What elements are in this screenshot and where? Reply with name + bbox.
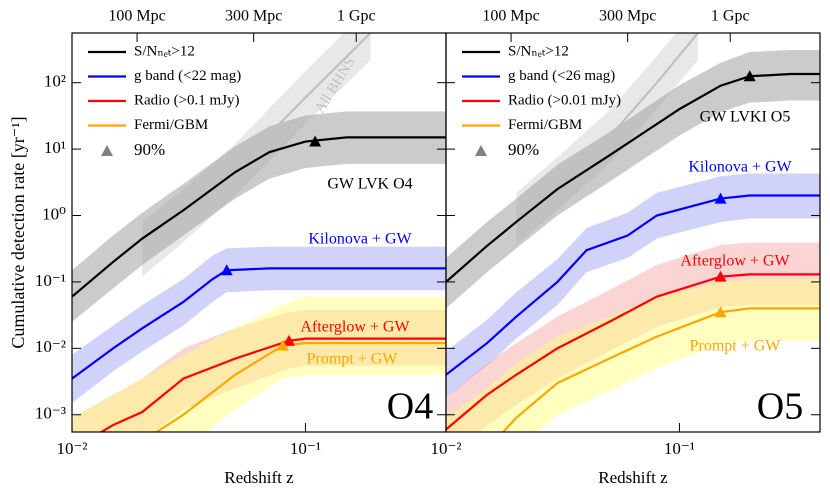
legend-label: Radio (>0.01 mJy): [508, 92, 621, 108]
panel: 10⁻² 10⁻¹ 100 Mpc 300 Mpc 1 Gpc Redshift z S/N…: [430, 8, 821, 487]
annotation: GW LVKI O5: [700, 109, 791, 126]
threshold-marker: [276, 339, 289, 351]
line: [446, 194, 820, 376]
annotation: O5: [757, 386, 803, 428]
legend-label: g band (<26 mag): [508, 68, 615, 84]
legend-label: Radio (>0.1 mJy): [134, 92, 240, 108]
annotation: Afterglow + GW: [680, 253, 790, 270]
line: [446, 72, 820, 283]
x2-tick-label: 1 Gpc: [711, 8, 750, 25]
threshold-marker: [714, 192, 727, 204]
x-tick-label: 10⁻¹: [290, 439, 321, 458]
legend-marker: [101, 145, 113, 156]
annotation: Kilonova + GW: [308, 231, 412, 248]
x-tick-label: 10⁻¹: [664, 439, 695, 458]
legend-label: 90%: [134, 140, 165, 159]
y-tick-label: 10⁻¹: [35, 271, 66, 290]
annotation: O4: [387, 386, 433, 428]
band: [72, 296, 446, 432]
legend-label: g band (<22 mag): [134, 68, 241, 84]
axes-frame: [445, 32, 821, 433]
legend-label: S/Nₙₑₜ>12: [134, 43, 195, 59]
y-tick-label: 10¹: [44, 138, 66, 157]
x-axis-label: Redshift z: [224, 468, 294, 487]
line: [515, 33, 699, 220]
legend-label: 90%: [508, 140, 539, 159]
x2-tick-label: 300 Mpc: [225, 8, 282, 25]
x2-tick-label: 100 Mpc: [482, 8, 539, 25]
threshold-marker: [220, 264, 233, 276]
threshold-marker: [282, 334, 295, 346]
legend-label: Fermi/GBM: [508, 117, 582, 133]
band: [446, 50, 820, 309]
y-tick-label: 10²: [44, 72, 66, 91]
legend-label: S/Nₙₑₜ>12: [508, 43, 569, 59]
annotation: Afterglow + GW: [300, 319, 410, 336]
y-tick-label: 10⁻³: [35, 404, 66, 423]
threshold-marker: [309, 135, 322, 147]
threshold-marker: [743, 70, 756, 82]
x2-tick-label: 300 Mpc: [599, 8, 656, 25]
annotation: GW LVK O4: [327, 176, 412, 193]
legend-label: Fermi/GBM: [134, 117, 208, 133]
y-tick-label: 10⁰: [42, 204, 66, 223]
legend: S/Nₙₑₜ>12 g band (<26 mag) Radio (>0.01 mJ…: [462, 43, 621, 159]
legend-marker: [475, 145, 487, 156]
x-tick-label: 10⁻²: [56, 439, 87, 458]
line: [141, 33, 372, 252]
annotation: Kilonova + GW: [688, 159, 792, 176]
line: [501, 307, 820, 432]
band: [72, 111, 446, 322]
line: [446, 273, 820, 431]
threshold-marker: [714, 306, 727, 318]
x2-tick-label: 1 Gpc: [337, 8, 376, 25]
annotation: Prompt + GW: [307, 351, 399, 368]
x2-tick-label: 100 Mpc: [108, 8, 165, 25]
band: [72, 246, 446, 404]
plot-area: [446, 33, 820, 432]
x-axis-label: Redshift z: [598, 468, 668, 487]
annotation: Prompt + GW: [690, 338, 782, 355]
line: [99, 337, 446, 432]
threshold-marker: [714, 270, 727, 282]
legend: S/Nₙₑₜ>12 g band (<22 mag) Radio (>0.1 mJy…: [88, 43, 241, 159]
x-tick-label: 10⁻²: [430, 439, 461, 458]
y-axis-label: Cumulative detection rate [yr⁻¹]: [8, 116, 28, 348]
band: [446, 279, 820, 432]
plot-area: [72, 33, 446, 432]
y-tick-label: 10⁻²: [35, 337, 66, 356]
line: [72, 136, 446, 298]
line: [154, 341, 446, 432]
line: [72, 267, 446, 380]
